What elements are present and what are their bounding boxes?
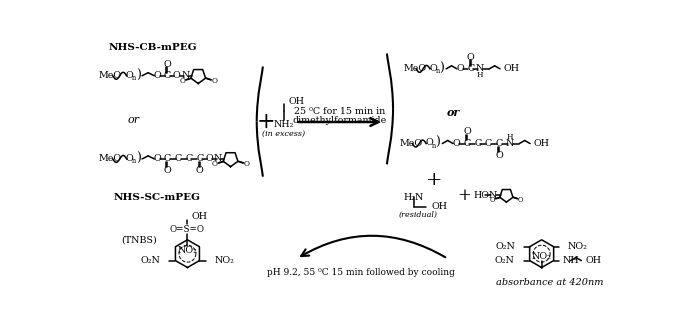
Text: n: n bbox=[132, 74, 136, 82]
Text: O: O bbox=[179, 77, 185, 85]
Text: O: O bbox=[164, 60, 171, 69]
Text: NHS-CB-mPEG: NHS-CB-mPEG bbox=[108, 43, 197, 52]
Text: O: O bbox=[429, 64, 437, 73]
Text: or: or bbox=[127, 115, 140, 125]
Text: N: N bbox=[214, 154, 223, 163]
Text: O: O bbox=[126, 71, 134, 80]
Text: NH: NH bbox=[563, 256, 580, 265]
Text: C: C bbox=[474, 139, 482, 148]
Text: O: O bbox=[212, 160, 217, 168]
Text: N: N bbox=[489, 191, 497, 200]
Text: or: or bbox=[447, 107, 460, 118]
Text: N: N bbox=[182, 71, 190, 80]
Text: (TNBS): (TNBS) bbox=[121, 235, 157, 244]
Text: O: O bbox=[518, 196, 523, 204]
Text: NO₂: NO₂ bbox=[215, 256, 235, 265]
Text: pH 9.2, 55 ⁰C 15 min followed by cooling: pH 9.2, 55 ⁰C 15 min followed by cooling bbox=[266, 268, 455, 277]
Text: +: + bbox=[425, 171, 442, 189]
Text: O: O bbox=[425, 138, 433, 147]
Text: O: O bbox=[205, 154, 213, 163]
Text: OH: OH bbox=[533, 139, 549, 148]
Text: (residual): (residual) bbox=[399, 211, 438, 219]
Text: O: O bbox=[452, 139, 460, 148]
Text: O: O bbox=[463, 127, 471, 137]
Text: OH: OH bbox=[586, 256, 602, 265]
Text: OH: OH bbox=[288, 97, 304, 106]
Text: C: C bbox=[463, 139, 471, 148]
Text: OH: OH bbox=[191, 212, 208, 221]
Text: H: H bbox=[507, 133, 513, 141]
Text: O: O bbox=[173, 71, 181, 80]
Text: O: O bbox=[164, 166, 171, 175]
Text: C: C bbox=[467, 64, 475, 73]
Text: NO₂: NO₂ bbox=[532, 252, 551, 261]
Text: O: O bbox=[153, 154, 161, 163]
Text: n: n bbox=[436, 67, 440, 75]
Text: C: C bbox=[496, 139, 503, 148]
Text: O: O bbox=[467, 53, 475, 62]
Text: MeO: MeO bbox=[404, 64, 427, 73]
Text: ): ) bbox=[136, 152, 140, 165]
Text: N: N bbox=[506, 139, 514, 148]
Text: MeO: MeO bbox=[99, 71, 122, 80]
Text: C: C bbox=[485, 139, 492, 148]
Text: O: O bbox=[244, 160, 249, 168]
Text: O: O bbox=[126, 154, 134, 163]
Text: OH: OH bbox=[503, 64, 519, 73]
Text: n: n bbox=[432, 142, 436, 150]
Text: O: O bbox=[456, 64, 464, 73]
Text: n: n bbox=[132, 157, 136, 165]
Text: H: H bbox=[477, 71, 484, 79]
Text: NHS-SC-mPEG: NHS-SC-mPEG bbox=[113, 193, 200, 202]
Text: absorbance at 420nm: absorbance at 420nm bbox=[495, 278, 603, 287]
Text: ): ) bbox=[136, 69, 140, 82]
Text: +: + bbox=[458, 187, 471, 204]
Text: OH: OH bbox=[432, 202, 447, 211]
Text: ): ) bbox=[435, 136, 440, 149]
Text: O: O bbox=[196, 166, 203, 175]
Text: dimethylformamide: dimethylformamide bbox=[292, 116, 386, 125]
Text: ): ) bbox=[439, 62, 444, 75]
Text: O₂N: O₂N bbox=[140, 256, 160, 265]
Text: O₂N: O₂N bbox=[495, 256, 514, 265]
Text: NH₂: NH₂ bbox=[273, 120, 294, 129]
Text: O: O bbox=[490, 196, 495, 204]
Text: MeO: MeO bbox=[400, 139, 423, 148]
Text: NO₂: NO₂ bbox=[177, 246, 197, 255]
Text: C: C bbox=[186, 154, 192, 163]
Text: O: O bbox=[212, 77, 217, 85]
Text: H₂N: H₂N bbox=[403, 193, 423, 202]
Text: C: C bbox=[196, 154, 203, 163]
Text: O=S=O: O=S=O bbox=[170, 224, 205, 234]
Text: MeO: MeO bbox=[99, 154, 122, 163]
Text: (in excess): (in excess) bbox=[262, 130, 306, 138]
Text: HO: HO bbox=[474, 191, 490, 200]
Text: N: N bbox=[476, 64, 484, 73]
Text: O: O bbox=[153, 71, 161, 80]
Text: C: C bbox=[164, 154, 171, 163]
Text: NO₂: NO₂ bbox=[567, 242, 587, 251]
Text: +: + bbox=[257, 111, 275, 133]
Text: C: C bbox=[164, 71, 171, 80]
Text: C: C bbox=[175, 154, 182, 163]
Text: 25 ⁰C for 15 min in: 25 ⁰C for 15 min in bbox=[293, 108, 385, 116]
Text: O: O bbox=[495, 150, 503, 160]
Text: O₂N: O₂N bbox=[496, 242, 516, 251]
